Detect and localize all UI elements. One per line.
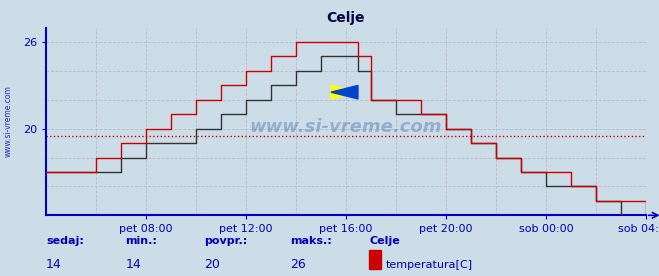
Text: 20: 20 <box>204 258 220 271</box>
Text: www.si-vreme.com: www.si-vreme.com <box>3 86 13 157</box>
Polygon shape <box>331 85 358 99</box>
Polygon shape <box>331 85 358 99</box>
Text: www.si-vreme.com: www.si-vreme.com <box>250 118 442 136</box>
Text: 26: 26 <box>290 258 306 271</box>
Text: Celje: Celje <box>369 236 400 246</box>
Text: 14: 14 <box>125 258 141 271</box>
Text: sedaj:: sedaj: <box>46 236 84 246</box>
Text: min.:: min.: <box>125 236 157 246</box>
Title: Celje: Celje <box>327 11 365 25</box>
Text: temperatura[C]: temperatura[C] <box>386 260 473 270</box>
Text: maks.:: maks.: <box>290 236 331 246</box>
Text: 14: 14 <box>46 258 62 271</box>
Text: povpr.:: povpr.: <box>204 236 248 246</box>
